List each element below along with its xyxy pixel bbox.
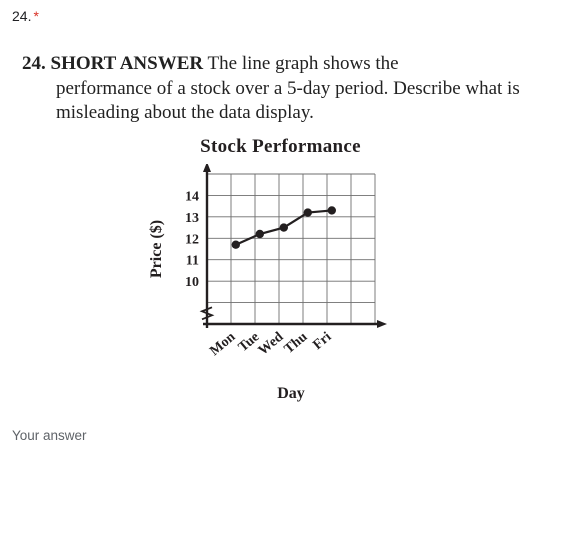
short-answer-label: SHORT ANSWER [51,53,204,74]
answer-input[interactable]: Your answer [12,428,549,443]
svg-text:12: 12 [185,232,199,247]
question-header: 24.* [12,8,549,24]
svg-text:14: 14 [185,189,199,204]
svg-text:Wed: Wed [255,330,286,359]
stock-line-chart: 1011121314MonTueWedThuFriDayPrice ($) [141,164,421,404]
question-line1: The line graph shows the [208,53,399,74]
svg-text:Mon: Mon [207,329,238,359]
chart-title: Stock Performance [131,136,431,158]
svg-text:10: 10 [185,275,199,290]
question-number: 24. [22,53,46,74]
chart-container: Stock Performance 1011121314MonTueWedThu… [131,136,431,404]
required-asterisk: * [33,8,38,24]
question-number-small: 24. [12,8,31,24]
question-text: 24. SHORT ANSWER The line graph shows th… [22,52,541,126]
svg-text:Price ($): Price ($) [148,220,165,278]
question-body: performance of a stock over a 5-day peri… [56,77,541,126]
svg-text:Fri: Fri [310,330,334,354]
svg-text:Thu: Thu [281,330,310,358]
svg-text:Day: Day [277,385,305,402]
svg-text:11: 11 [185,254,198,269]
svg-text:13: 13 [185,211,199,226]
